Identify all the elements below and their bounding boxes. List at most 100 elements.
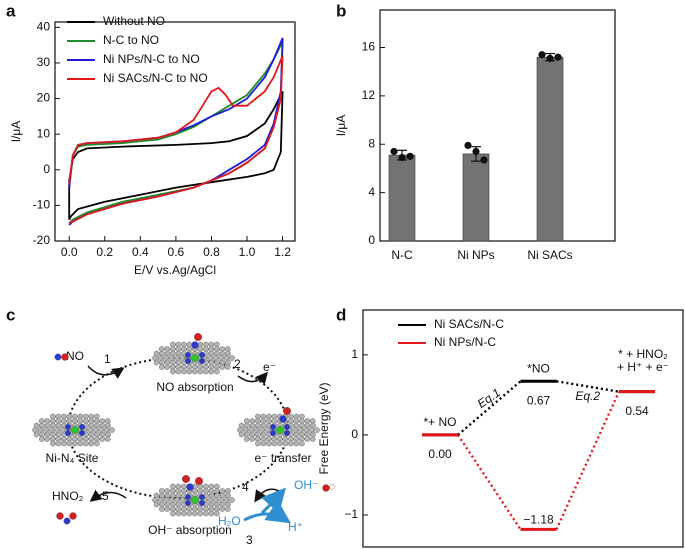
replicate-point	[472, 147, 480, 156]
atom	[208, 368, 215, 375]
y-axis-label: I/μA	[334, 115, 348, 137]
atom	[193, 333, 202, 342]
atom	[192, 510, 198, 517]
label: Ni-N₄ Site	[46, 451, 99, 465]
atom	[44, 436, 51, 442]
atom	[109, 427, 115, 433]
replicate-point	[398, 153, 406, 162]
atom	[288, 440, 294, 447]
arrow	[260, 487, 286, 515]
atom	[70, 426, 79, 435]
value-label: 0.67	[527, 393, 551, 407]
atom	[282, 440, 289, 447]
label: 3	[246, 533, 253, 547]
atom	[72, 440, 78, 447]
atom	[191, 341, 199, 349]
y-tick-label: 0	[43, 162, 50, 176]
atom	[184, 494, 191, 501]
plot-frame	[362, 309, 684, 548]
x-tick-label: 0.8	[203, 245, 220, 259]
arrow	[237, 371, 268, 385]
replicate-point	[554, 53, 562, 61]
atom	[104, 436, 111, 442]
atom	[270, 430, 277, 437]
label: 1	[104, 352, 111, 366]
y-tick-label: 16	[362, 40, 376, 54]
atom	[61, 353, 69, 361]
replicate-point	[390, 147, 398, 156]
legend-label: Ni NPs/N-C	[434, 335, 496, 349]
y-axis-label: Free Energy (eV)	[317, 382, 331, 474]
y-tick-label: 1	[351, 347, 358, 361]
atom	[54, 353, 62, 361]
y-tick-label: 20	[37, 91, 51, 105]
y-tick-label: 8	[368, 136, 375, 150]
plot-frame	[379, 9, 616, 242]
atom	[208, 510, 215, 517]
atom	[50, 440, 56, 447]
x-tick-label: 1.2	[274, 245, 291, 259]
atom	[304, 436, 311, 442]
y-axis-label: I/μA	[9, 121, 23, 143]
x-tick-label: Ni NPs	[457, 248, 494, 262]
atom	[190, 354, 199, 363]
legend-label: Ni SACs/N-C	[434, 317, 504, 331]
atom	[158, 506, 165, 512]
atom	[299, 440, 305, 447]
x-tick-label: N-C	[391, 248, 413, 262]
atom	[38, 436, 45, 442]
panel-label: c	[6, 305, 15, 324]
atom	[197, 510, 204, 517]
label: H⁺	[288, 520, 303, 534]
atom	[279, 415, 287, 423]
atom	[309, 436, 316, 442]
atom	[219, 364, 226, 370]
bar	[462, 153, 490, 242]
value-label: 0.54	[625, 404, 649, 418]
replicate-point	[538, 51, 546, 59]
label: 5	[102, 489, 109, 503]
atom	[192, 368, 198, 375]
atom	[322, 484, 330, 492]
atom	[164, 506, 171, 512]
label: 2	[234, 357, 241, 371]
legend-label: Ni SACs/N-C to NO	[103, 71, 208, 85]
atom	[181, 510, 187, 517]
label: NO	[66, 349, 84, 363]
atom	[61, 440, 67, 447]
atom	[260, 440, 267, 447]
y-tick-label: 40	[37, 20, 51, 34]
atom	[184, 500, 191, 507]
replicate-point	[546, 54, 554, 62]
step-label: + H⁺ + e⁻	[617, 360, 669, 374]
atom	[224, 506, 231, 512]
bar	[388, 154, 416, 242]
label: OH⁻	[294, 478, 318, 492]
replicate-point	[406, 152, 414, 160]
atom	[170, 368, 176, 375]
replicate-point	[480, 156, 488, 164]
connector	[556, 380, 620, 393]
atom	[186, 483, 194, 491]
y-tick-label: 0	[351, 427, 358, 441]
atom	[277, 440, 283, 447]
y-tick-label: -10	[33, 198, 51, 212]
y-tick-label: -20	[33, 233, 51, 247]
arrow	[89, 489, 127, 502]
step-label: * + HNO₂	[618, 347, 668, 361]
atom	[214, 510, 220, 517]
connector	[457, 380, 522, 436]
atom	[271, 440, 278, 447]
panel-label: a	[6, 1, 16, 20]
label: NO absorption	[156, 380, 233, 394]
mechanism-diagram: NO 1 NO absorption 2 e⁻ e⁻ transfer Ni-N…	[32, 333, 335, 547]
atom	[33, 431, 40, 438]
replicate-point	[464, 141, 472, 150]
connector	[456, 434, 522, 531]
atom	[78, 430, 85, 437]
atom	[175, 368, 182, 375]
atom	[186, 368, 193, 375]
y-tick-label: 12	[362, 88, 376, 102]
atom	[170, 510, 176, 517]
atom	[190, 496, 199, 505]
